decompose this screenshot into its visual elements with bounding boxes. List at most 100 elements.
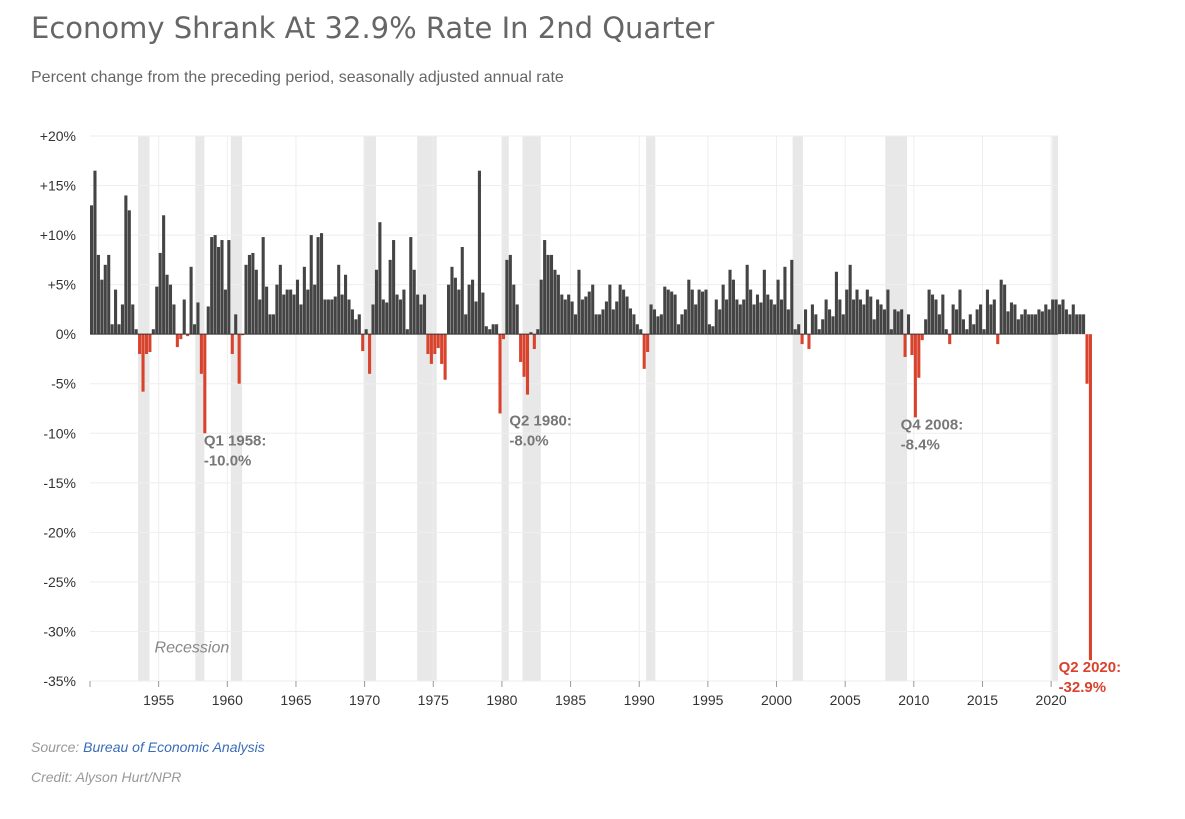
bar — [632, 314, 636, 335]
bar — [601, 309, 605, 335]
bar — [656, 316, 660, 335]
bar — [543, 240, 547, 335]
bar — [690, 289, 694, 335]
bar — [752, 304, 756, 335]
bar — [659, 314, 663, 335]
bar — [608, 284, 612, 335]
bar — [786, 309, 790, 335]
bar — [718, 309, 722, 335]
bar — [357, 314, 361, 335]
bar — [144, 334, 149, 354]
bar — [855, 289, 859, 335]
bar — [779, 299, 784, 335]
bar — [203, 334, 207, 434]
bar — [927, 289, 931, 335]
bar — [326, 299, 330, 335]
bar — [714, 299, 718, 335]
bar — [1078, 314, 1082, 335]
bar — [1023, 309, 1027, 335]
bar — [175, 334, 179, 348]
bar — [385, 302, 389, 335]
bar — [797, 324, 801, 335]
bar — [313, 284, 317, 335]
bar — [309, 235, 313, 335]
recession-legend-label: Recession — [155, 639, 230, 656]
bar — [803, 309, 808, 335]
bar — [745, 264, 749, 335]
bar — [110, 324, 114, 335]
credit-note: Credit: Alyson Hurt/NPR — [31, 769, 182, 785]
bar — [457, 289, 461, 335]
bar — [930, 294, 935, 335]
bar — [495, 324, 499, 335]
bar — [192, 324, 197, 335]
bar — [477, 170, 481, 335]
bar — [563, 299, 567, 335]
bar — [1075, 314, 1079, 335]
bar — [649, 304, 653, 335]
recession-band — [522, 136, 541, 681]
bar — [206, 306, 210, 335]
bar — [162, 215, 166, 335]
bar — [316, 237, 320, 335]
bar — [234, 314, 238, 335]
bar — [735, 299, 739, 335]
bar — [704, 289, 708, 335]
bar — [525, 334, 530, 395]
source-prefix: Source: — [31, 739, 84, 755]
bar — [872, 319, 876, 335]
bar — [965, 329, 969, 335]
bar — [412, 269, 416, 335]
bar — [793, 329, 797, 335]
x-tick-label: 1995 — [692, 692, 723, 708]
bar — [546, 254, 550, 335]
bar — [1009, 302, 1014, 335]
bar — [701, 291, 705, 335]
bar — [670, 291, 674, 335]
bar — [666, 289, 670, 335]
bar — [1003, 284, 1007, 335]
bar — [374, 269, 378, 335]
bar — [505, 259, 509, 335]
bar — [738, 304, 742, 335]
bar — [282, 294, 286, 335]
bar — [862, 304, 866, 335]
bar — [628, 308, 633, 335]
bar — [937, 314, 941, 335]
bar — [711, 326, 715, 335]
bar — [467, 284, 471, 335]
bar — [1085, 334, 1089, 384]
bar — [498, 334, 502, 414]
bar — [127, 210, 131, 335]
recession-band — [230, 136, 243, 681]
bar — [168, 284, 173, 335]
bar — [536, 329, 540, 335]
x-tick-label: 1990 — [624, 692, 655, 708]
bar — [124, 195, 128, 335]
bar — [574, 314, 578, 335]
bar — [910, 334, 914, 355]
source-link[interactable]: Bureau of Economic Analysis — [83, 739, 265, 755]
bar — [131, 304, 135, 335]
bar — [1061, 299, 1065, 335]
bar — [186, 334, 190, 337]
recession-band — [501, 136, 509, 681]
bar — [992, 299, 996, 335]
bar — [639, 329, 643, 335]
bar — [90, 205, 94, 335]
bar — [906, 314, 911, 335]
bar — [96, 254, 100, 335]
bar — [227, 240, 231, 335]
bar — [944, 329, 948, 335]
bar — [896, 311, 900, 335]
bar — [876, 299, 880, 335]
bar — [515, 304, 519, 335]
y-tick-label: -25% — [43, 574, 76, 590]
chart-title: Economy Shrank At 32.9% Rate In 2nd Quar… — [31, 11, 715, 45]
bar — [598, 314, 602, 335]
bar — [409, 237, 413, 335]
bar — [731, 279, 735, 335]
annotation-label: Q4 2008: — [901, 416, 964, 433]
recession-band — [1052, 136, 1058, 681]
bar — [491, 324, 495, 335]
